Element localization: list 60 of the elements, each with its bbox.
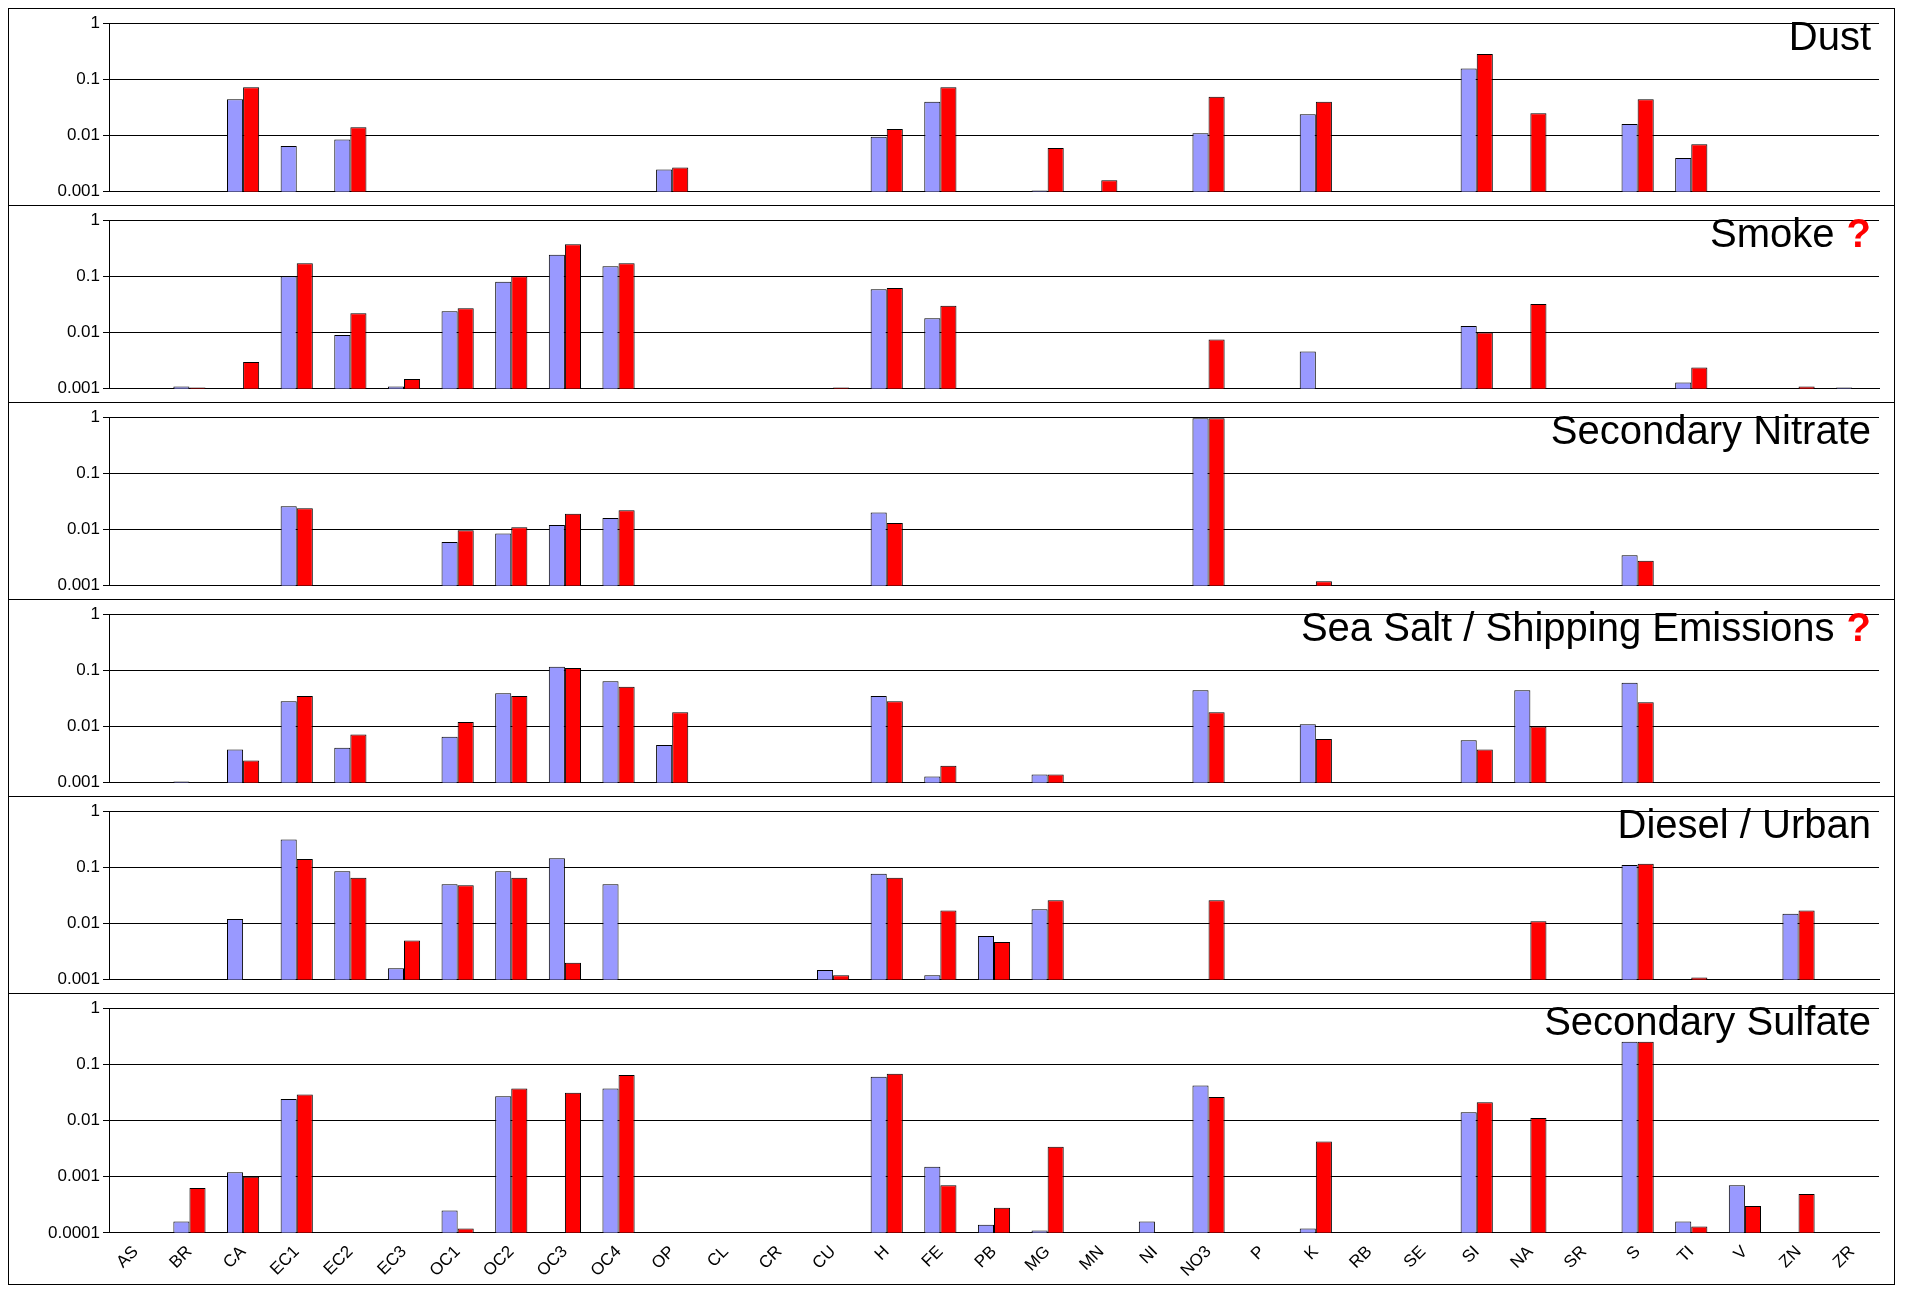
y-tick-label: 0.001 bbox=[57, 575, 100, 595]
y-tick-label: 0.1 bbox=[76, 462, 100, 482]
y-tick-label: 0.1 bbox=[76, 68, 100, 88]
chart-title: Secondary Nitrate bbox=[1550, 408, 1871, 453]
x-tick-label: OP bbox=[647, 1241, 679, 1273]
y-tick-label: 0.01 bbox=[66, 519, 100, 539]
chart-title: Sea Salt / Shipping Emissions bbox=[1300, 605, 1835, 650]
annotation: ? bbox=[1846, 605, 1871, 650]
y-tick-label: 0.001 bbox=[57, 772, 100, 792]
x-tick-label: H bbox=[870, 1241, 893, 1264]
y-tick-label: 0.01 bbox=[66, 716, 100, 736]
annotation: ? bbox=[1846, 211, 1871, 256]
y-tick-label: 0.1 bbox=[76, 1053, 100, 1073]
y-tick-label: 1 bbox=[90, 406, 100, 426]
x-tick-label: SE bbox=[1399, 1241, 1430, 1272]
chart-title: Smoke bbox=[1710, 211, 1835, 256]
x-tick-label: TI bbox=[1673, 1241, 1698, 1266]
chart-title: Secondary Sulfate bbox=[1544, 999, 1871, 1044]
x-tick-label: BR bbox=[165, 1241, 196, 1272]
x-tick-label: MG bbox=[1020, 1241, 1054, 1275]
x-tick-label: NA bbox=[1506, 1241, 1537, 1272]
x-tick-label: CL bbox=[703, 1241, 732, 1271]
y-tick-label: 0.01 bbox=[66, 1110, 100, 1130]
y-tick-label: 0.1 bbox=[76, 856, 100, 876]
x-tick-label: ZR bbox=[1828, 1241, 1859, 1272]
x-tick-label: AS bbox=[112, 1241, 142, 1272]
x-tick-label: CU bbox=[808, 1241, 840, 1273]
y-tick-label: 0.01 bbox=[66, 125, 100, 145]
y-tick-label: 0.0001 bbox=[48, 1222, 100, 1242]
x-tick-label: ZN bbox=[1775, 1241, 1805, 1272]
x-tick-label: RB bbox=[1345, 1241, 1376, 1272]
y-tick-label: 1 bbox=[90, 12, 100, 32]
y-tick-label: 0.001 bbox=[57, 1166, 100, 1186]
y-tick-label: 0.001 bbox=[57, 181, 100, 201]
x-tick-label: K bbox=[1300, 1241, 1323, 1264]
y-tick-label: 1 bbox=[90, 997, 100, 1017]
y-tick-label: 0.01 bbox=[66, 322, 100, 342]
x-tick-label: CR bbox=[754, 1241, 786, 1273]
chart-title: Dust bbox=[1788, 14, 1871, 59]
x-tick-label: NI bbox=[1135, 1241, 1162, 1268]
y-tick-label: 0.1 bbox=[76, 659, 100, 679]
x-tick-label: MN bbox=[1075, 1241, 1108, 1274]
x-tick-label: V bbox=[1729, 1241, 1752, 1264]
y-tick-label: 1 bbox=[90, 800, 100, 820]
x-tick-label: SI bbox=[1458, 1241, 1483, 1267]
x-tick-label: S bbox=[1622, 1241, 1644, 1264]
y-tick-label: 0.1 bbox=[76, 265, 100, 285]
y-tick-label: 0.001 bbox=[57, 378, 100, 398]
y-tick-label: 0.001 bbox=[57, 969, 100, 989]
x-tick-label: PB bbox=[970, 1241, 1001, 1272]
y-tick-label: 0.01 bbox=[66, 913, 100, 933]
x-tick-label: CA bbox=[219, 1241, 250, 1272]
chart-title: Diesel / Urban bbox=[1617, 802, 1871, 847]
x-tick-label: FE bbox=[917, 1241, 947, 1271]
x-tick-label: P bbox=[1246, 1241, 1269, 1264]
x-tick-label: EC1 bbox=[266, 1241, 303, 1279]
y-tick-label: 1 bbox=[90, 603, 100, 623]
y-tick-label: 1 bbox=[90, 209, 100, 229]
x-tick-label: OC1 bbox=[425, 1241, 464, 1280]
x-tick-label: SR bbox=[1560, 1241, 1591, 1272]
